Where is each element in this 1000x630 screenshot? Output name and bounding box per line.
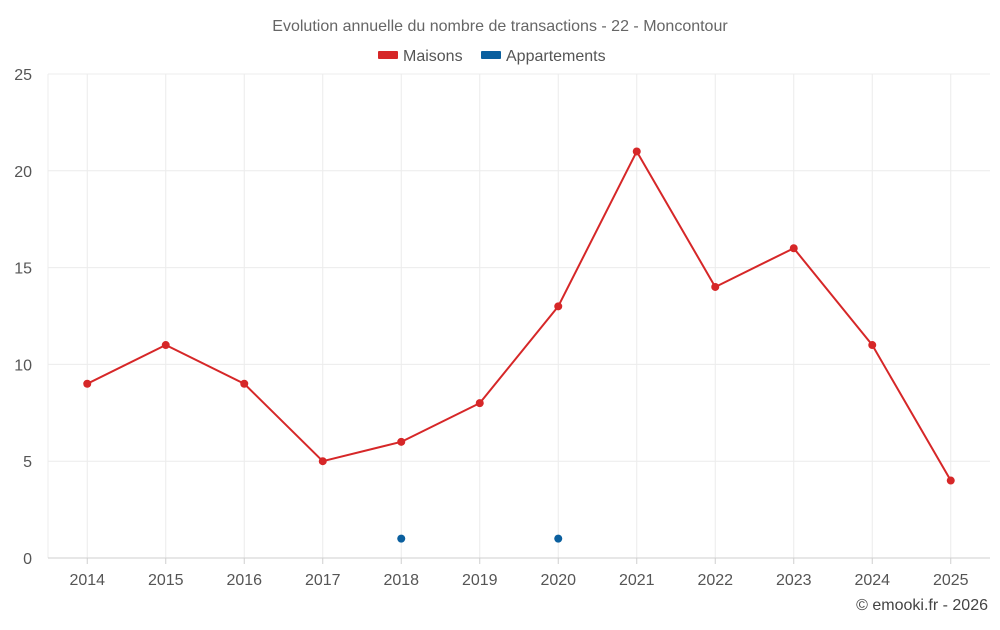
data-point-maisons-2015[interactable] (161, 341, 170, 350)
data-point-maisons-2022[interactable] (711, 282, 720, 291)
legend-label-appartements[interactable]: Appartements (506, 48, 606, 65)
x-tick-label: 2025 (933, 572, 969, 589)
data-point-maisons-2016[interactable] (240, 379, 249, 388)
data-point-maisons-2023[interactable] (789, 244, 798, 253)
y-tick-label: 5 (23, 454, 32, 471)
y-tick-label: 10 (14, 357, 32, 374)
series-line-maisons (86, 150, 952, 482)
series-layer (83, 147, 955, 543)
series-appartements (397, 534, 563, 543)
chart-grid (47, 73, 990, 558)
data-point-maisons-2018[interactable] (397, 437, 406, 446)
y-tick-label: 0 (23, 551, 32, 568)
source-credit: © emooki.fr - 2026 (856, 597, 988, 614)
data-point-maisons-2017[interactable] (318, 457, 327, 466)
x-tick-label: 2023 (776, 572, 812, 589)
data-point-maisons-2014[interactable] (83, 379, 92, 388)
x-tick-label: 2016 (226, 572, 262, 589)
x-tick-label: 2018 (383, 572, 419, 589)
x-tick-label: 2020 (540, 572, 576, 589)
x-tick-label: 2022 (697, 572, 733, 589)
x-tick-label: 2014 (69, 572, 105, 589)
chart-title: Evolution annuelle du nombre de transact… (272, 18, 728, 35)
data-point-maisons-2021[interactable] (632, 147, 641, 156)
x-tick-label: 2017 (305, 572, 341, 589)
legend-label-maisons[interactable]: Maisons (403, 48, 463, 65)
data-point-maisons-2019[interactable] (475, 399, 484, 408)
x-tick-label: 2015 (148, 572, 184, 589)
y-tick-label: 20 (14, 164, 32, 181)
data-point-maisons-2020[interactable] (554, 302, 563, 311)
data-point-appartements-2020[interactable] (554, 534, 563, 543)
chart-legend: Maisons Appartements (378, 48, 606, 65)
x-tick-label: 2019 (462, 572, 498, 589)
y-tick-label: 15 (14, 261, 32, 278)
x-tick-label: 2021 (619, 572, 655, 589)
data-point-maisons-2025[interactable] (946, 476, 955, 485)
data-point-maisons-2024[interactable] (868, 341, 877, 350)
data-point-appartements-2018[interactable] (397, 534, 406, 543)
legend-swatch-appartements[interactable] (481, 51, 501, 59)
y-tick-label: 25 (14, 67, 32, 84)
legend-swatch-maisons[interactable] (378, 51, 398, 59)
x-axis: 2014 2015 2016 2017 2018 2019 2020 2021 2022 2023… (48, 557, 990, 589)
y-axis: 0 5 10 15 20 25 (14, 67, 32, 568)
series-maisons (83, 147, 955, 485)
x-tick-label: 2024 (854, 572, 890, 589)
